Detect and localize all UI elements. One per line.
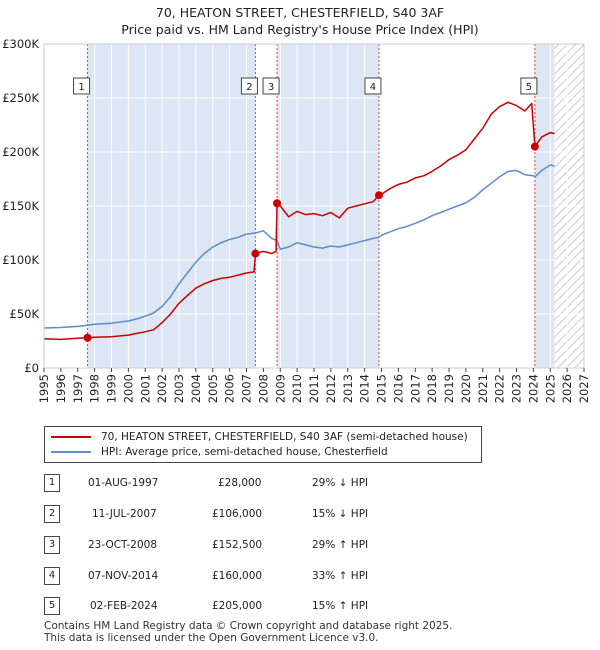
y-tick-label: £300K <box>2 37 39 51</box>
table-row: 5 02-FEB-2024 £205,000 15% ↑ HPI <box>0 597 600 617</box>
x-tick-label: 2021 <box>476 374 490 403</box>
x-tick-label: 2018 <box>425 374 439 403</box>
transaction-number: 3 <box>44 536 60 554</box>
transaction-box-label: 5 <box>526 82 532 93</box>
legend-swatch-hpi <box>51 451 91 453</box>
legend-label-property: 70, HEATON STREET, CHESTERFIELD, S40 3AF… <box>101 431 468 443</box>
property-price-line <box>43 101 555 341</box>
transaction-box <box>364 77 382 95</box>
table-row: 4 07-NOV-2014 £160,000 33% ↑ HPI <box>0 567 600 587</box>
x-tick-label: 1998 <box>88 374 102 403</box>
table-row: 2 11-JUL-2007 £106,000 15% ↓ HPI <box>0 505 600 525</box>
y-tick-label: £50K <box>10 307 40 321</box>
transaction-hpi-diff: 15% ↑ HPI <box>312 600 369 612</box>
x-tick-label: 2022 <box>493 374 507 403</box>
transaction-box-label: 2 <box>246 82 252 93</box>
transaction-point <box>251 249 260 258</box>
x-tick-label: 1996 <box>54 374 68 403</box>
footer-licence: This data is licensed under the Open Gov… <box>44 632 379 644</box>
footer-copyright: Contains HM Land Registry data © Crown c… <box>44 620 453 632</box>
x-tick-label: 2017 <box>408 374 422 403</box>
transaction-date: 01-AUG-1997 <box>88 477 159 489</box>
transaction-hpi-diff: 29% ↓ HPI <box>312 477 369 489</box>
x-tick-label: 2012 <box>324 374 338 403</box>
chart-title: 70, HEATON STREET, CHESTERFIELD, S40 3AF <box>155 5 445 20</box>
transaction-point <box>530 142 539 151</box>
transaction-date: 23-OCT-2008 <box>88 539 157 551</box>
chart-subtitle: Price paid vs. HM Land Registry's House … <box>121 22 479 37</box>
legend-item-hpi: HPI: Average price, semi-detached house,… <box>51 445 388 459</box>
transaction-box <box>73 77 91 95</box>
y-tick-label: £250K <box>2 91 39 105</box>
x-tick-label: 2025 <box>543 374 557 403</box>
table-row: 1 01-AUG-1997 £28,000 29% ↓ HPI <box>0 474 600 494</box>
transaction-hpi-diff: 29% ↑ HPI <box>312 539 369 551</box>
transaction-hpi-diff: 15% ↓ HPI <box>312 508 369 520</box>
x-tick-label: 2015 <box>375 374 389 403</box>
x-tick-label: 2011 <box>307 374 321 403</box>
x-tick-label: 2019 <box>442 374 456 403</box>
transaction-date: 02-FEB-2024 <box>90 600 158 612</box>
transaction-box <box>262 77 280 95</box>
x-tick-label: 1995 <box>37 374 51 403</box>
x-tick-label: 2008 <box>256 374 270 403</box>
transaction-number: 2 <box>44 505 60 523</box>
transaction-box-label: 1 <box>78 82 84 93</box>
x-tick-label: 2023 <box>510 374 524 403</box>
x-tick-label: 2009 <box>273 374 287 403</box>
x-tick-label: 2024 <box>526 374 540 403</box>
x-tick-label: 2010 <box>290 374 304 403</box>
chart-legend: 70, HEATON STREET, CHESTERFIELD, S40 3AF… <box>44 426 482 463</box>
transaction-point <box>83 333 92 342</box>
x-tick-label: 2000 <box>121 374 135 403</box>
x-tick-label: 2007 <box>240 374 254 403</box>
x-tick-label: 2002 <box>155 374 169 403</box>
transaction-box-label: 4 <box>370 82 376 93</box>
legend-item-property: 70, HEATON STREET, CHESTERFIELD, S40 3AF… <box>51 430 468 444</box>
transaction-box-label: 3 <box>268 82 274 93</box>
y-tick-label: £0 <box>24 361 39 375</box>
transaction-hpi-diff: 33% ↑ HPI <box>312 570 369 582</box>
x-tick-label: 1997 <box>71 374 85 403</box>
transaction-number: 4 <box>44 567 60 585</box>
x-tick-label: 1999 <box>105 374 119 403</box>
transaction-box <box>520 77 538 95</box>
x-tick-label: 2004 <box>189 374 203 403</box>
price-chart: 1 2 3 4 5 £0 £50K £100K £150K £200K £250K £300K 199… <box>2 37 591 403</box>
y-tick-label: £150K <box>2 199 39 213</box>
x-tick-label: 2027 <box>577 374 591 403</box>
transaction-number: 5 <box>44 597 60 615</box>
transaction-point <box>374 191 383 200</box>
legend-swatch-property <box>51 436 91 438</box>
hpi-line <box>43 164 555 329</box>
y-tick-label: £200K <box>2 145 39 159</box>
footer: Contains HM Land Registry data © Crown c… <box>44 620 452 644</box>
x-tick-label: 2005 <box>206 374 220 403</box>
transaction-date: 11-JUL-2007 <box>92 508 157 520</box>
transaction-price: £106,000 <box>212 508 263 520</box>
transaction-price: £160,000 <box>212 570 263 582</box>
transaction-price: £28,000 <box>218 477 262 489</box>
transaction-number: 1 <box>44 474 60 492</box>
transaction-price: £205,000 <box>212 600 263 612</box>
transaction-date: 07-NOV-2014 <box>88 570 159 582</box>
transaction-price: £152,500 <box>212 539 263 551</box>
table-row: 3 23-OCT-2008 £152,500 29% ↑ HPI <box>0 536 600 556</box>
x-tick-label: 2014 <box>358 374 372 403</box>
x-tick-label: 2003 <box>172 374 186 403</box>
x-tick-label: 2020 <box>459 374 473 403</box>
x-tick-label: 2006 <box>223 374 237 403</box>
x-tick-label: 2013 <box>341 374 355 403</box>
legend-label-hpi: HPI: Average price, semi-detached house,… <box>101 446 388 458</box>
x-tick-label: 2026 <box>560 374 574 403</box>
transaction-box <box>240 77 258 95</box>
x-tick-label: 2001 <box>138 374 152 403</box>
x-tick-label: 2016 <box>391 374 405 403</box>
transaction-point <box>273 199 282 208</box>
y-tick-label: £100K <box>2 253 39 267</box>
